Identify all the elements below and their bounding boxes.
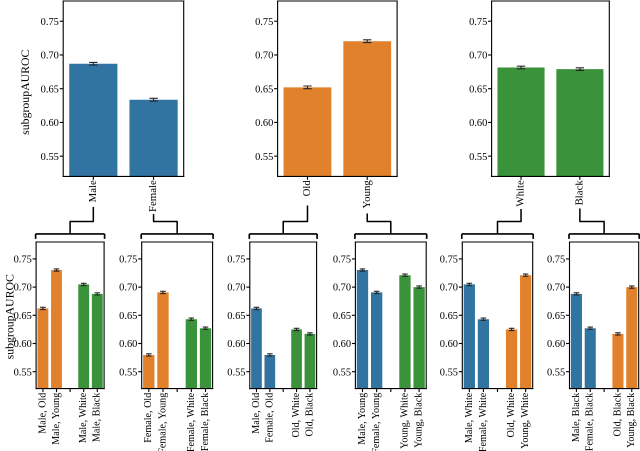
svg-text:0.65: 0.65 [119, 311, 137, 322]
svg-text:0.70: 0.70 [119, 283, 137, 294]
svg-text:0.70: 0.70 [547, 283, 565, 294]
svg-text:0.65: 0.65 [547, 311, 565, 322]
svg-text:Old, White: Old, White [506, 392, 517, 437]
svg-text:0.55: 0.55 [469, 152, 487, 163]
svg-text:Female, Old: Female, Old [143, 393, 154, 443]
svg-text:0.70: 0.70 [41, 51, 59, 62]
svg-text:0.75: 0.75 [547, 255, 565, 266]
svg-text:0.75: 0.75 [333, 255, 351, 266]
svg-text:0.55: 0.55 [255, 152, 273, 163]
svg-text:0.60: 0.60 [227, 339, 245, 350]
svg-text:Young: Young [361, 180, 373, 209]
svg-text:0.60: 0.60 [440, 339, 458, 350]
svg-text:Female: Female [147, 180, 159, 212]
svg-text:Female, Old: Female, Old [264, 393, 275, 443]
svg-text:0.75: 0.75 [440, 255, 458, 266]
svg-text:0.60: 0.60 [14, 339, 32, 350]
svg-text:0.75: 0.75 [14, 255, 32, 266]
svg-text:0.55: 0.55 [41, 152, 59, 163]
svg-text:Female, Young: Female, Young [371, 393, 382, 451]
svg-text:Male, Young: Male, Young [357, 393, 368, 445]
svg-text:subgroupAUROC: subgroupAUROC [2, 274, 16, 359]
svg-text:0.75: 0.75 [119, 255, 137, 266]
svg-text:Male, Black: Male, Black [92, 392, 103, 442]
svg-text:0.60: 0.60 [255, 118, 273, 129]
svg-text:Male: Male [87, 180, 99, 202]
svg-text:Young, Black: Young, Black [414, 392, 425, 448]
svg-text:0.65: 0.65 [41, 84, 59, 95]
svg-text:0.55: 0.55 [333, 367, 351, 378]
svg-text:0.65: 0.65 [14, 311, 32, 322]
svg-text:Female, Black: Female, Black [200, 392, 211, 451]
svg-text:Black: Black [573, 180, 585, 206]
svg-text:0.70: 0.70 [227, 283, 245, 294]
svg-text:Young, White: Young, White [399, 392, 410, 449]
svg-text:0.60: 0.60 [333, 339, 351, 350]
svg-text:Male, Black: Male, Black [571, 392, 582, 442]
svg-text:Young, Black: Young, Black [626, 392, 637, 448]
svg-text:Female, White: Female, White [186, 392, 197, 451]
svg-text:0.60: 0.60 [41, 118, 59, 129]
svg-text:0.75: 0.75 [255, 17, 273, 28]
svg-text:subgroupAUROC: subgroupAUROC [18, 49, 32, 134]
svg-text:0.70: 0.70 [14, 283, 32, 294]
svg-text:0.75: 0.75 [41, 17, 59, 28]
svg-text:0.60: 0.60 [119, 339, 137, 350]
svg-text:Old, White: Old, White [291, 392, 302, 437]
svg-text:Male, Old: Male, Old [251, 393, 262, 434]
svg-text:Male, White: Male, White [464, 392, 475, 443]
svg-text:Male, Young: Male, Young [51, 393, 62, 445]
svg-text:Female, Young: Female, Young [157, 393, 168, 451]
svg-text:0.55: 0.55 [119, 367, 137, 378]
svg-text:0.65: 0.65 [440, 311, 458, 322]
svg-text:Female, Black: Female, Black [585, 392, 596, 451]
svg-text:0.65: 0.65 [333, 311, 351, 322]
svg-text:0.55: 0.55 [440, 367, 458, 378]
svg-text:0.55: 0.55 [14, 367, 32, 378]
svg-text:0.75: 0.75 [227, 255, 245, 266]
svg-text:0.65: 0.65 [469, 84, 487, 95]
svg-text:Female, White: Female, White [478, 392, 489, 451]
svg-text:Male, Old: Male, Old [37, 393, 48, 434]
svg-text:0.55: 0.55 [547, 367, 565, 378]
svg-text:Old: Old [301, 180, 313, 197]
svg-text:Male, White: Male, White [78, 392, 89, 443]
svg-text:0.60: 0.60 [547, 339, 565, 350]
svg-text:0.55: 0.55 [227, 367, 245, 378]
svg-text:0.75: 0.75 [469, 17, 487, 28]
svg-text:0.70: 0.70 [440, 283, 458, 294]
svg-text:Young, White: Young, White [520, 392, 531, 449]
svg-text:Old, Black: Old, Black [304, 392, 315, 437]
svg-text:Old, Black: Old, Black [612, 392, 623, 437]
svg-text:0.70: 0.70 [333, 283, 351, 294]
svg-text:0.65: 0.65 [227, 311, 245, 322]
svg-text:0.65: 0.65 [255, 84, 273, 95]
svg-text:0.70: 0.70 [469, 51, 487, 62]
svg-text:0.70: 0.70 [255, 51, 273, 62]
svg-text:0.60: 0.60 [469, 118, 487, 129]
svg-text:White: White [515, 180, 527, 207]
